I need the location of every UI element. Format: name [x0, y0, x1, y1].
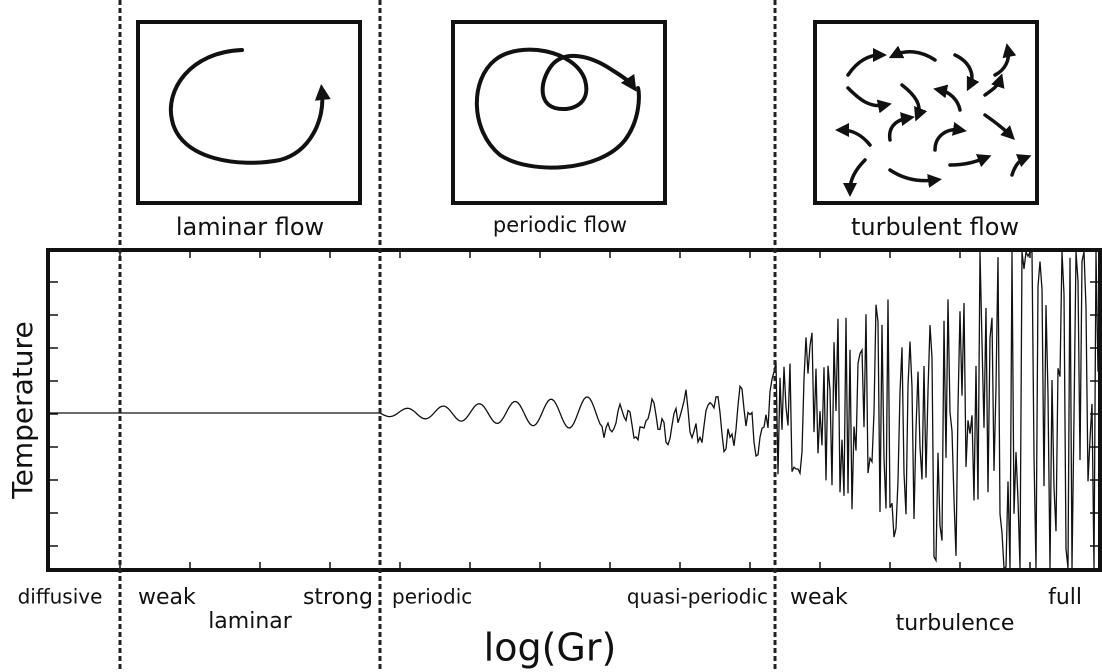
panel-label: turbulent flow [851, 213, 1019, 241]
flow-arrows [842, 50, 1025, 190]
regime-label: laminar [208, 609, 293, 634]
decoration [48, 0, 1100, 672]
regime-label: weak [138, 585, 196, 610]
flow-arrow [171, 50, 323, 163]
diagram: laminar flow periodic flow turbulent flo… [0, 0, 1102, 672]
panel-label: periodic flow [493, 213, 627, 237]
regime-label: weak [790, 585, 848, 610]
regime-label: full [1048, 585, 1082, 610]
temperature-signal [50, 252, 1098, 568]
flow-arrow [477, 50, 639, 168]
regime-label: periodic [392, 585, 472, 609]
regime-label: turbulence [896, 611, 1015, 636]
x-axis-label: log(Gr) [484, 626, 617, 670]
panel-box [453, 22, 665, 203]
y-axis-label: Temperature [6, 321, 39, 499]
panel-label: laminar flow [176, 213, 324, 241]
regime-label: diffusive [18, 585, 103, 609]
regime-label: strong [303, 585, 373, 610]
regime-label: quasi-periodic [627, 585, 768, 609]
panel-box [815, 22, 1037, 203]
